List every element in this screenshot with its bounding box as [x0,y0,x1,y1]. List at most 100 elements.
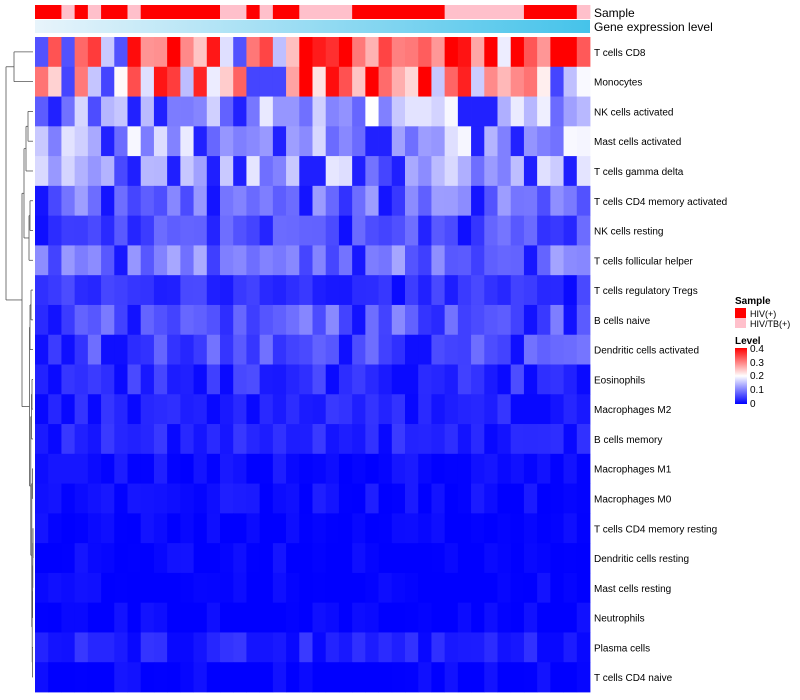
heatmap-cell [193,602,208,633]
heatmap-cell [378,453,393,484]
heatmap-cell [101,543,115,574]
heatmap-cell [418,66,432,97]
heatmap-cell [338,453,353,484]
heatmap-cell [563,96,578,127]
heatmap-cell [299,334,313,365]
heatmap-cell [510,334,525,365]
sample-cell [74,5,89,19]
heatmap-cell [484,126,498,157]
heatmap-cell [61,632,76,663]
heatmap-cell [35,126,49,157]
heatmap-cell [444,334,459,365]
heatmap-cell [246,66,261,97]
sample-cell [127,5,142,19]
heatmap-cell [471,453,485,484]
heatmap-cell [180,215,194,246]
heatmap-cell [325,156,340,187]
sample-cell [259,5,274,19]
heatmap-cell [325,275,340,306]
heatmap-cell [127,334,142,365]
sample-cell [431,5,446,19]
heatmap-cell [114,66,128,97]
heatmap-cell [48,632,62,663]
heatmap-cell [299,424,313,455]
heatmap-cell [563,215,578,246]
heatmap-cell [471,394,485,425]
heatmap-cell [405,215,419,246]
heatmap-cell [101,334,115,365]
heatmap-cell [233,126,247,157]
heatmap-cell [48,156,62,187]
heatmap-cell [523,453,538,484]
heatmap-cell [153,245,168,276]
heatmap-cell [167,602,181,633]
heatmap-cell [35,245,49,276]
heatmap-cell [61,185,76,217]
heatmap-cell [167,245,181,276]
heatmap-cell [352,513,366,544]
heatmap-cell [523,364,538,395]
heatmap-cell [563,245,578,276]
heatmap-cell [246,126,261,157]
heatmap-cell [259,632,274,663]
heatmap-cell [272,453,287,484]
heatmap-cell [325,66,340,97]
heatmap-cell [167,66,181,97]
heatmap-cell [365,66,379,97]
heatmap-cell [87,215,102,246]
heatmap-cell [286,185,300,217]
sample-cell [220,5,234,19]
heatmap-cell [87,275,102,306]
heatmap-cell [193,543,208,574]
heatmap-cell [457,126,472,157]
row-label: NK cells activated [594,107,673,118]
heatmap-cell [61,513,76,544]
heatmap-cell [444,453,459,484]
heatmap-cells [35,37,591,693]
heatmap-cell [259,453,274,484]
heatmap-cell [180,453,194,484]
heatmap-cell [418,513,432,544]
heatmap-cell [206,185,221,217]
heatmap-cell [193,66,208,97]
heatmap-cell [365,602,379,633]
heatmap-cell [405,304,419,336]
heatmap-cell [497,156,512,187]
heatmap-cell [391,543,406,574]
heatmap-cell [457,602,472,633]
heatmap-cell [206,394,221,425]
heatmap-cell [167,424,181,455]
heatmap-cell [48,453,62,484]
heatmap-cell [35,215,49,246]
heatmap-cell [127,66,142,97]
heatmap-cell [510,66,525,97]
heatmap-cell [299,572,313,604]
heatmap-cell [180,37,194,68]
heatmap-cell [299,37,313,68]
heatmap-cell [378,304,393,336]
heatmap-cell [523,215,538,246]
heatmap-cell [325,453,340,484]
heatmap-cell [338,245,353,276]
heatmap-cell [391,632,406,663]
heatmap-cell [114,602,128,633]
heatmap-cell [193,662,208,693]
heatmap-cell [418,245,432,276]
heatmap-cell [325,215,340,246]
heatmap-cell [484,156,498,187]
heatmap-cell [87,602,102,633]
heatmap-cell [299,126,313,157]
heatmap-cell [484,304,498,336]
heatmap-cell [484,394,498,425]
heatmap-cell [35,662,49,693]
heatmap-cell [246,572,261,604]
heatmap-cell [193,126,208,157]
heatmap-cell [87,66,102,97]
heatmap-cell [206,96,221,127]
heatmap-cell [484,543,498,574]
heatmap-cell [299,483,313,514]
heatmap-cell [180,156,194,187]
heatmap-cell [167,96,181,127]
heatmap-cell [444,96,459,127]
heatmap-cell [563,632,578,663]
